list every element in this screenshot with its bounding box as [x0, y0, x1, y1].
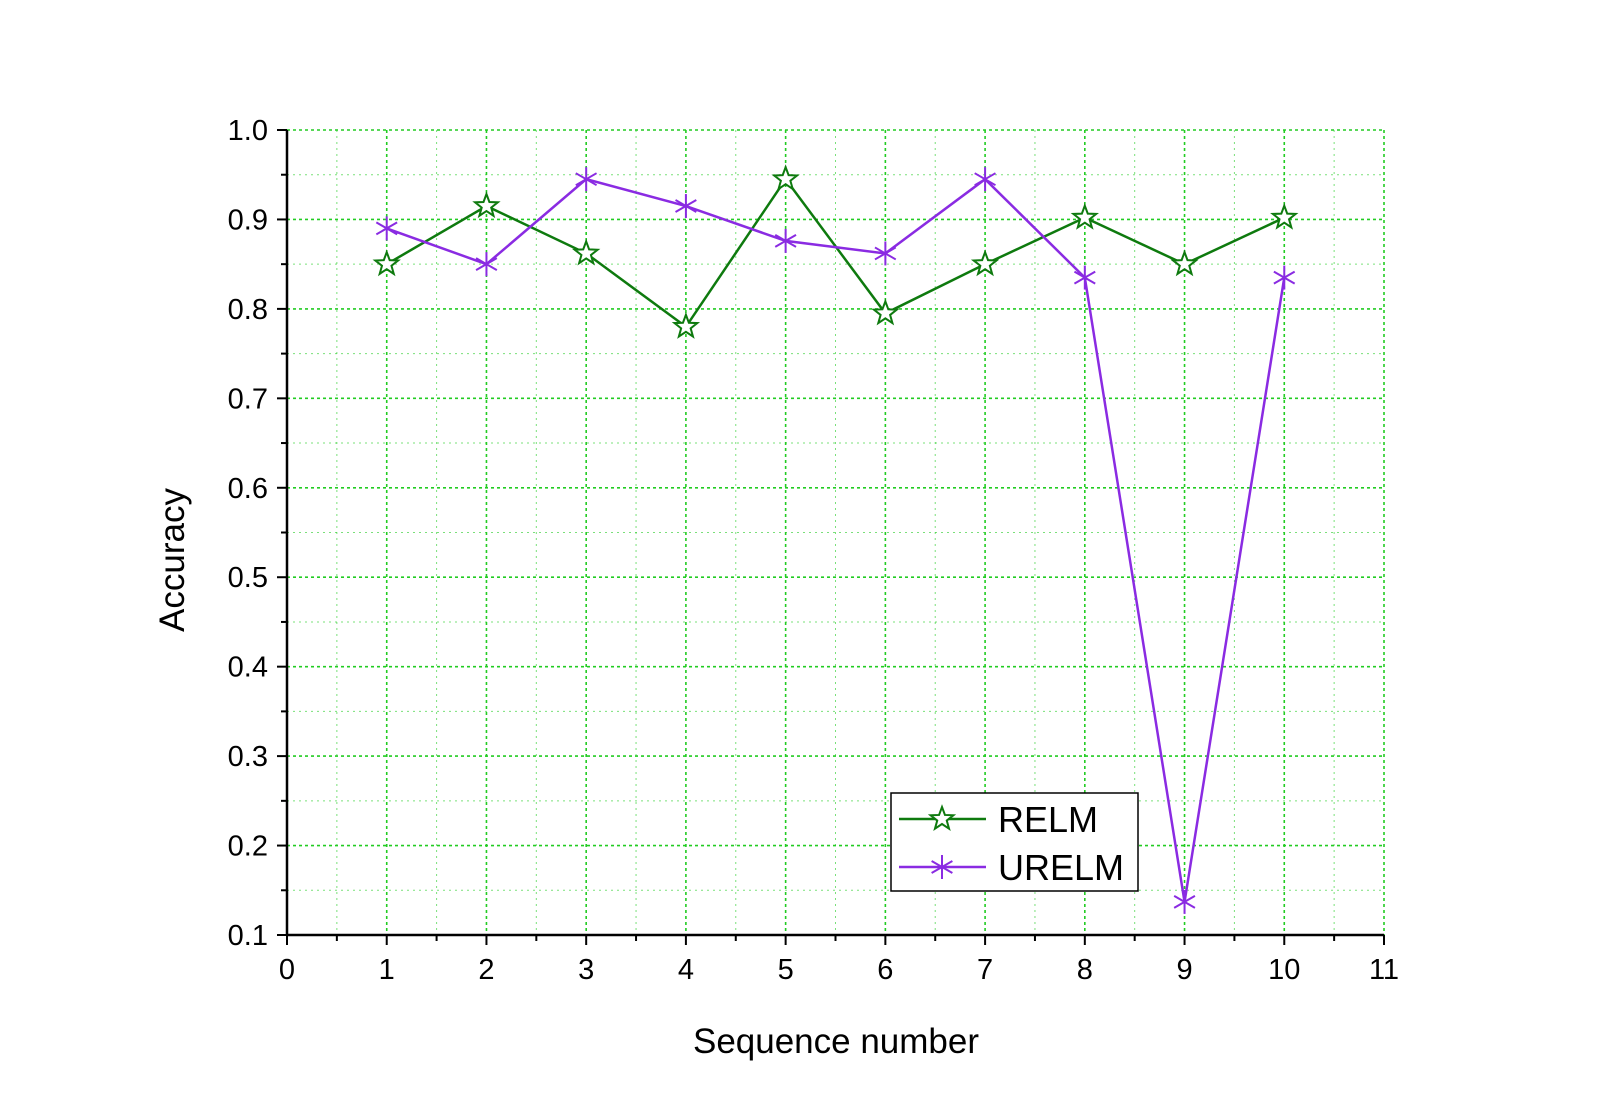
- y-tick-label: 0.6: [228, 473, 268, 505]
- data-point-urelm: [1073, 265, 1096, 290]
- y-tick-label: 1.0: [228, 115, 268, 147]
- y-tick-label: 0.1: [228, 920, 268, 952]
- x-tick-label: 11: [1369, 954, 1399, 986]
- x-tick-label: 2: [478, 954, 494, 986]
- asterisk-stroke: [1173, 895, 1196, 909]
- x-tick-label: 8: [1077, 954, 1093, 986]
- data-point-urelm: [874, 241, 897, 266]
- data-point-urelm: [675, 194, 697, 219]
- legend: RELM URELM: [890, 792, 1139, 892]
- legend-marker-relm: [927, 804, 957, 832]
- data-point-urelm: [475, 252, 498, 277]
- data-point-urelm: [1173, 889, 1196, 914]
- data-point-relm: [372, 249, 401, 277]
- asterisk-stroke: [575, 172, 598, 187]
- y-tick-label: 0.9: [228, 204, 268, 236]
- asterisk-stroke: [1273, 270, 1296, 285]
- legend-box: [890, 792, 1139, 892]
- y-tick-label: 0.4: [228, 652, 268, 684]
- asterisk-stroke: [1073, 270, 1096, 285]
- asterisk-stroke: [774, 234, 797, 248]
- x-tick-label: 1: [379, 954, 395, 986]
- legend-label: URELM: [998, 847, 1124, 888]
- asterisk-stroke: [931, 860, 953, 874]
- asterisk-stroke: [375, 221, 398, 236]
- data-point-relm: [1270, 202, 1299, 230]
- data-point-urelm: [375, 216, 398, 241]
- data-point-urelm: [575, 167, 598, 192]
- x-tick-label: 5: [778, 954, 794, 986]
- data-point-urelm: [774, 228, 797, 253]
- y-axis-title: Accuracy: [153, 488, 192, 632]
- y-tick-label: 0.5: [228, 562, 268, 594]
- x-tick-label: 3: [578, 954, 594, 986]
- data-point-relm: [871, 298, 900, 326]
- asterisk-stroke: [475, 257, 498, 272]
- x-axis-title: Sequence number: [693, 1022, 979, 1061]
- axes: 0 1 2 3 4 5 6 7 8 9 10 11 0.1 0.2 0.3 0.4 0.5 0.6 0.7 0.8 0.…: [228, 115, 1399, 986]
- legend-label: RELM: [998, 799, 1098, 840]
- asterisk-stroke: [874, 246, 897, 261]
- series-area: [372, 164, 1299, 914]
- data-point-relm: [1070, 202, 1099, 230]
- data-point-urelm: [974, 167, 996, 192]
- asterisk-stroke: [974, 172, 996, 187]
- y-tick-label: 0.7: [228, 383, 268, 415]
- data-point-relm: [970, 249, 1000, 277]
- series-line-urelm: [386, 177, 1286, 903]
- x-tick-label: 7: [977, 954, 993, 986]
- asterisk-stroke: [675, 199, 697, 213]
- x-tick-label: 6: [877, 954, 893, 986]
- y-tick-label: 0.3: [228, 741, 268, 773]
- data-point-urelm: [1273, 265, 1296, 290]
- y-tick-label: 0.8: [228, 294, 268, 326]
- data-point-relm: [671, 311, 701, 339]
- x-tick-label: 4: [678, 954, 694, 986]
- x-tick-label: 0: [279, 954, 295, 986]
- data-point-relm: [472, 191, 501, 219]
- x-tick-label: 9: [1176, 954, 1192, 986]
- data-point-relm: [572, 238, 601, 266]
- x-tick-label: 10: [1268, 954, 1300, 986]
- y-tick-label: 0.2: [228, 831, 268, 863]
- data-point-relm: [771, 164, 800, 192]
- legend-marker-urelm: [931, 855, 953, 879]
- data-point-relm: [1170, 249, 1199, 277]
